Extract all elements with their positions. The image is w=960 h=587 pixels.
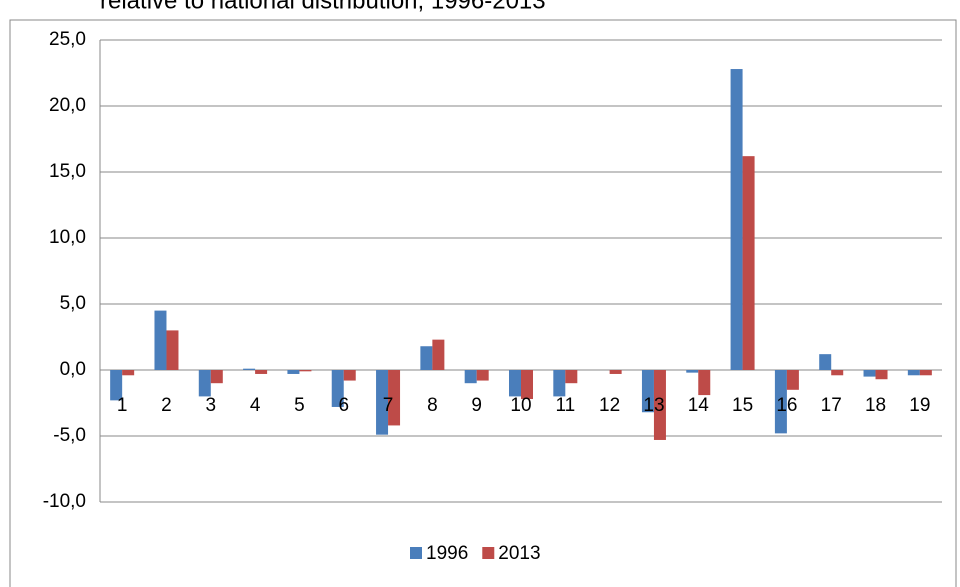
- bar: [432, 339, 445, 370]
- x-tick-label: 15: [732, 395, 753, 416]
- x-tick-label: 17: [821, 395, 842, 416]
- x-tick-label: 13: [643, 395, 664, 416]
- x-tick-label: 3: [206, 395, 217, 416]
- bar: [110, 370, 123, 401]
- x-tick-label: 16: [776, 395, 797, 416]
- bar: [376, 370, 389, 435]
- bar: [641, 370, 654, 413]
- bar: [863, 370, 876, 377]
- x-tick-label: 7: [383, 395, 394, 416]
- bar: [907, 370, 920, 376]
- bar: [198, 370, 211, 397]
- x-tick-label: 19: [909, 395, 930, 416]
- y-tick-label: 10,0: [49, 227, 86, 248]
- bar: [565, 370, 578, 384]
- x-tick-label: 1: [117, 395, 128, 416]
- x-tick-label: 9: [471, 395, 482, 416]
- legend-label: 1996: [426, 543, 468, 564]
- x-tick-label: 5: [294, 395, 305, 416]
- bar: [166, 330, 179, 370]
- bar: [464, 370, 477, 384]
- bar: [742, 156, 755, 370]
- x-tick-label: 10: [510, 395, 531, 416]
- bar: [476, 370, 489, 381]
- legend-label: 2013: [498, 543, 540, 564]
- bar: [388, 370, 401, 426]
- bar: [919, 370, 932, 376]
- bar: [287, 370, 300, 374]
- bar: [521, 370, 533, 400]
- y-tick-label: 5,0: [60, 293, 86, 314]
- bar: [774, 370, 787, 434]
- x-tick-label: 8: [427, 395, 438, 416]
- bar: [210, 370, 223, 384]
- x-tick-label: 14: [688, 395, 710, 416]
- y-tick-label: -10,0: [43, 491, 86, 512]
- bar: [653, 370, 666, 440]
- y-tick-label: 15,0: [49, 161, 86, 182]
- bar: [255, 370, 268, 374]
- bar: [343, 370, 356, 381]
- bar: [686, 370, 699, 373]
- bar: [243, 368, 256, 370]
- bar: [299, 370, 312, 372]
- bar: [154, 310, 167, 370]
- legend-swatch: [410, 547, 422, 559]
- bar: [509, 370, 521, 397]
- bar: [786, 370, 799, 390]
- bar: [730, 69, 743, 370]
- x-tick-label: 18: [865, 395, 886, 416]
- legend-swatch: [482, 547, 495, 559]
- bar: [420, 346, 433, 370]
- y-tick-label: -5,0: [53, 425, 86, 446]
- y-tick-label: 0,0: [60, 359, 86, 380]
- bar: [831, 370, 844, 376]
- y-tick-label: 20,0: [49, 95, 86, 116]
- bar: [819, 354, 832, 370]
- x-tick-label: 4: [250, 395, 261, 416]
- x-tick-label: 2: [161, 395, 172, 416]
- bar: [122, 370, 135, 376]
- x-tick-label: 11: [555, 395, 575, 416]
- bar: [331, 370, 344, 407]
- bar: [609, 370, 622, 374]
- x-tick-label: 12: [599, 395, 620, 416]
- x-tick-label: 6: [338, 395, 349, 416]
- bar: [875, 370, 888, 380]
- y-tick-label: 25,0: [49, 29, 86, 50]
- bar: [698, 370, 711, 396]
- bar: [553, 370, 566, 397]
- chart-title: relative to national distribution, 1996-…: [100, 0, 546, 14]
